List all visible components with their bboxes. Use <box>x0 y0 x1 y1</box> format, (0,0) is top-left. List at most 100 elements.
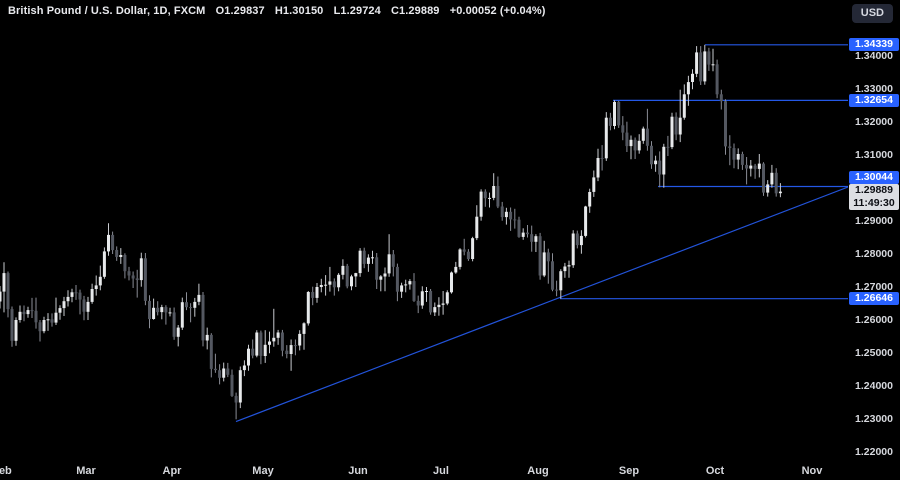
time-tick-label: Aug <box>527 465 549 477</box>
candle <box>10 306 14 347</box>
trendline-drawing[interactable] <box>235 186 848 423</box>
candle <box>54 297 58 325</box>
candle <box>778 183 782 198</box>
candle <box>749 160 753 177</box>
candle <box>82 295 86 321</box>
candle <box>285 345 289 359</box>
candle <box>238 366 242 409</box>
candle <box>164 305 168 325</box>
candle <box>504 207 508 225</box>
time-tick-label: Jul <box>433 465 449 477</box>
candle <box>172 307 176 340</box>
candle <box>488 192 491 208</box>
time-tick-label: Nov <box>801 465 823 477</box>
candle <box>242 360 246 377</box>
price-tick-label: 1.24000 <box>855 379 893 392</box>
candle <box>34 297 38 329</box>
candle <box>111 231 115 254</box>
price-tick-label: 1.23000 <box>855 412 893 425</box>
candle <box>293 339 297 356</box>
candle <box>666 135 670 156</box>
candle <box>450 271 453 294</box>
candle <box>762 162 765 196</box>
candle <box>732 143 736 169</box>
candle <box>513 208 517 229</box>
candle <box>740 151 744 170</box>
ohlc-low: L1.29724 <box>333 5 381 17</box>
candle <box>90 283 94 304</box>
price-level-badge: 1.26646 <box>849 292 899 306</box>
candle <box>770 164 774 188</box>
candle <box>654 155 658 172</box>
candle <box>280 329 284 357</box>
candle <box>757 154 761 178</box>
candle <box>226 362 230 378</box>
time-tick-label: Oct <box>705 465 725 477</box>
candle <box>102 247 106 279</box>
candle <box>466 249 470 261</box>
candle <box>479 189 483 221</box>
ohlc-high: H1.30150 <box>274 5 324 17</box>
candle <box>18 305 22 323</box>
candle <box>383 267 387 292</box>
candle <box>230 369 234 397</box>
candle <box>213 353 217 373</box>
candle <box>613 100 616 130</box>
chart-legend: British Pound / U.S. Dollar, 1D, FXCM O1… <box>8 5 546 17</box>
price-tick-label: 1.26000 <box>855 313 893 326</box>
candle <box>201 292 205 347</box>
chart-pane[interactable] <box>0 0 848 462</box>
candle <box>2 262 6 313</box>
candle <box>633 137 637 159</box>
price-level-badge: 1.30044 <box>849 171 899 184</box>
candle <box>328 266 332 292</box>
candle <box>358 248 362 277</box>
candle <box>509 207 513 231</box>
candle <box>604 112 608 161</box>
candle <box>371 250 374 264</box>
candle <box>176 325 180 347</box>
candle <box>728 135 732 166</box>
time-axis[interactable]: Feb Mar Apr May Jun Jul Aug Sep Oct Nov <box>0 462 848 480</box>
candle <box>131 271 135 288</box>
price-tick-label: 1.31000 <box>855 148 893 161</box>
candle <box>354 272 358 287</box>
candle <box>315 283 319 303</box>
candle <box>205 327 209 350</box>
candle <box>483 189 487 207</box>
candle <box>691 69 694 90</box>
price-tick-label: 1.34000 <box>855 49 893 62</box>
candle <box>30 297 34 318</box>
candle <box>559 269 563 299</box>
candle <box>538 232 542 280</box>
candle <box>579 230 583 254</box>
price-tick-label: 1.33000 <box>855 82 893 95</box>
candle <box>521 228 525 240</box>
currency-toggle-button[interactable]: USD <box>851 4 893 23</box>
candle <box>441 291 445 315</box>
candle <box>180 297 184 330</box>
candle <box>319 278 323 293</box>
candle <box>437 297 441 316</box>
current-price-badge: 1.29889 11:49:30 <box>849 183 899 210</box>
candle <box>429 289 433 315</box>
candle <box>38 320 42 342</box>
candle <box>42 316 46 334</box>
candlestick-chart[interactable] <box>0 0 848 462</box>
candle <box>766 180 770 197</box>
candle <box>753 163 757 179</box>
candle <box>362 247 366 269</box>
candle <box>500 201 504 221</box>
candle <box>774 168 778 197</box>
candle <box>621 116 625 141</box>
candle <box>263 330 267 363</box>
candle <box>454 261 458 274</box>
candle <box>724 99 727 155</box>
price-axis[interactable]: 1.29889 11:49:30 1.34000 1.33000 1.32000 1.… <box>848 0 900 462</box>
candle <box>86 296 90 320</box>
candle <box>551 253 554 292</box>
candle <box>703 44 707 85</box>
candle <box>658 151 662 188</box>
candle <box>682 84 686 120</box>
candle <box>736 148 740 170</box>
